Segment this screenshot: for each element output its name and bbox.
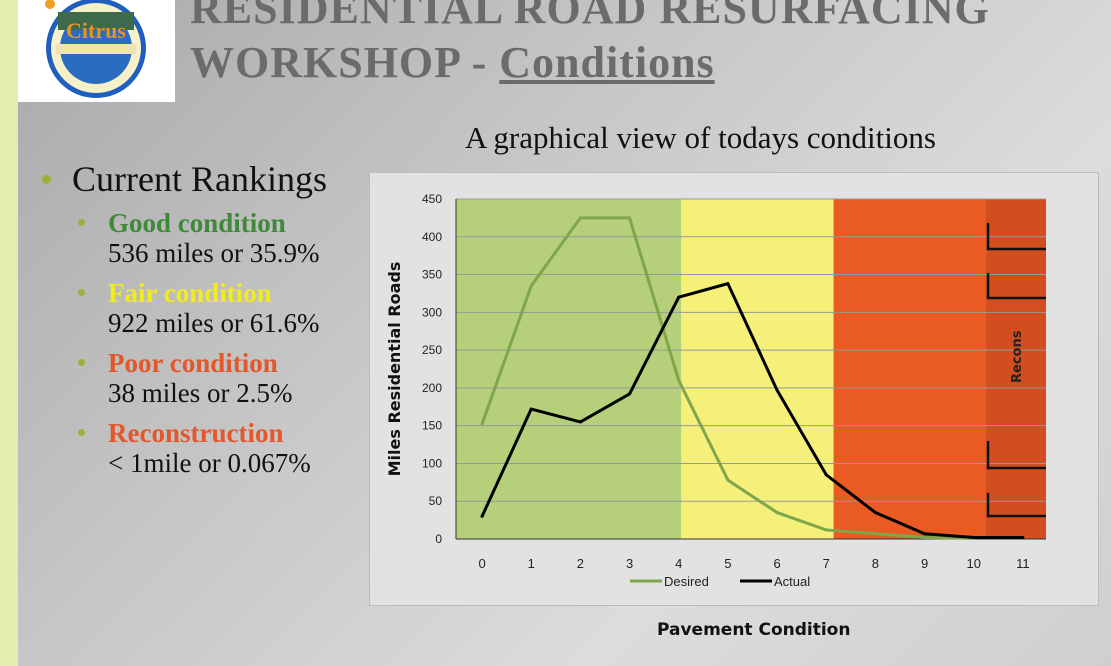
- y-tick-label: 350: [422, 268, 442, 282]
- bullet-icon: [78, 359, 85, 366]
- zone-band: [681, 199, 834, 539]
- data-point-actual: [923, 532, 927, 536]
- recons-bracket: [986, 441, 1046, 470]
- bullet-icon: [78, 429, 85, 436]
- ranking-detail: < 1mile or 0.067%: [108, 448, 311, 478]
- data-point-actual: [677, 295, 681, 299]
- data-point-desired: [677, 378, 681, 382]
- data-point-desired: [480, 422, 484, 426]
- bullet-icon: [78, 289, 85, 296]
- ranking-item: Fair condition 922 miles or 61.6%: [40, 278, 360, 338]
- x-axis-label: Pavement Condition: [657, 620, 851, 640]
- series-line-actual: [480, 282, 1023, 539]
- data-point-actual: [1021, 535, 1025, 539]
- title-conditions-link: Conditions: [499, 38, 715, 87]
- y-tick-label: 150: [422, 419, 442, 433]
- ranking-detail: 536 miles or 35.9%: [108, 238, 320, 268]
- x-tick-label: 10: [966, 556, 980, 571]
- data-point-actual: [824, 473, 828, 477]
- data-point-desired: [726, 478, 730, 482]
- x-tick-label: 5: [724, 556, 731, 571]
- page-title: RESIDENTIAL ROAD RESURFACING WORKSHOP - …: [190, 0, 990, 90]
- county-seal-logo: Citrus: [18, 0, 175, 102]
- x-tick-label: 11: [1016, 556, 1029, 571]
- rankings-list: Current Rankings Good condition 536 miles…: [40, 160, 360, 478]
- data-point-actual: [529, 407, 533, 411]
- bullet-icon: [42, 175, 51, 184]
- data-point-desired: [578, 216, 582, 220]
- x-tick-label: 1: [528, 556, 535, 571]
- bullet-icon: [78, 219, 85, 226]
- y-tick-label: 300: [422, 305, 442, 319]
- y-tick-label: 100: [422, 456, 442, 470]
- ranking-label: Fair condition: [108, 278, 272, 308]
- recons-bracket: [986, 493, 1046, 518]
- data-point-desired: [529, 284, 533, 288]
- data-point-desired: [824, 528, 828, 532]
- x-tick-label: 0: [478, 556, 485, 571]
- x-tick-label: 9: [921, 556, 928, 571]
- x-tick-label: 4: [675, 556, 682, 571]
- x-tick-label: 7: [823, 556, 830, 571]
- zone-band: [456, 199, 682, 539]
- y-tick-label: 400: [422, 230, 442, 244]
- y-axis-label: Miles Residential Roads: [385, 262, 404, 477]
- data-point-desired: [923, 535, 927, 539]
- x-tick-label: 3: [626, 556, 633, 571]
- ranking-label: Poor condition: [108, 348, 278, 378]
- data-point-actual: [578, 420, 582, 424]
- data-point-actual: [972, 535, 976, 539]
- recons-zone-label: Recons: [1010, 330, 1025, 383]
- recons-bracket: [986, 273, 1046, 300]
- x-tick-label: 2: [577, 556, 584, 571]
- data-point-actual: [775, 388, 779, 392]
- legend-label: Actual: [774, 574, 810, 589]
- title-line1: RESIDENTIAL ROAD RESURFACING: [190, 0, 990, 33]
- zone-band: [833, 199, 987, 539]
- chart-area: 0 50 100 150 200 250 300 350 400 450 0 1 2 3 4 5 6 7 8 9 10 1…: [369, 172, 1099, 606]
- chart-title: A graphical view of todays conditions: [465, 120, 936, 155]
- ranking-item: Reconstruction < 1mile or 0.067%: [40, 418, 360, 478]
- data-point-actual: [873, 511, 877, 515]
- ranking-label: Reconstruction: [108, 418, 284, 448]
- x-tick-label: 8: [872, 556, 879, 571]
- y-tick-label: 250: [422, 343, 442, 357]
- ranking-item: Good condition 536 miles or 35.9%: [40, 208, 360, 268]
- data-point-desired: [628, 216, 632, 220]
- ranking-detail: 922 miles or 61.6%: [108, 308, 320, 338]
- data-point-actual: [480, 514, 484, 518]
- y-tick-label: 450: [422, 192, 442, 206]
- svg-text:Citrus: Citrus: [66, 18, 126, 43]
- ranking-detail: 38 miles or 2.5%: [108, 378, 293, 408]
- title-line2: WORKSHOP -: [190, 38, 500, 87]
- ranking-label: Good condition: [108, 208, 286, 238]
- data-point-desired: [873, 532, 877, 536]
- data-point-actual: [726, 282, 730, 286]
- recons-bracket: [986, 223, 1046, 251]
- x-tick-label: 6: [773, 556, 780, 571]
- zone-band: [986, 199, 1046, 539]
- y-tick-label: 0: [435, 532, 442, 546]
- line-chart: 0 50 100 150 200 250 300 350 400 450 0 1 2 3 4 5 6 7 8 9 10 1…: [385, 192, 1046, 589]
- data-point-actual: [628, 392, 632, 396]
- data-point-desired: [775, 511, 779, 515]
- rankings-heading: Current Rankings: [40, 160, 360, 198]
- legend-label: Desired: [664, 574, 709, 589]
- ranking-item: Poor condition 38 miles or 2.5%: [40, 348, 360, 408]
- y-tick-label: 200: [422, 381, 442, 395]
- y-tick-label: 50: [429, 494, 443, 508]
